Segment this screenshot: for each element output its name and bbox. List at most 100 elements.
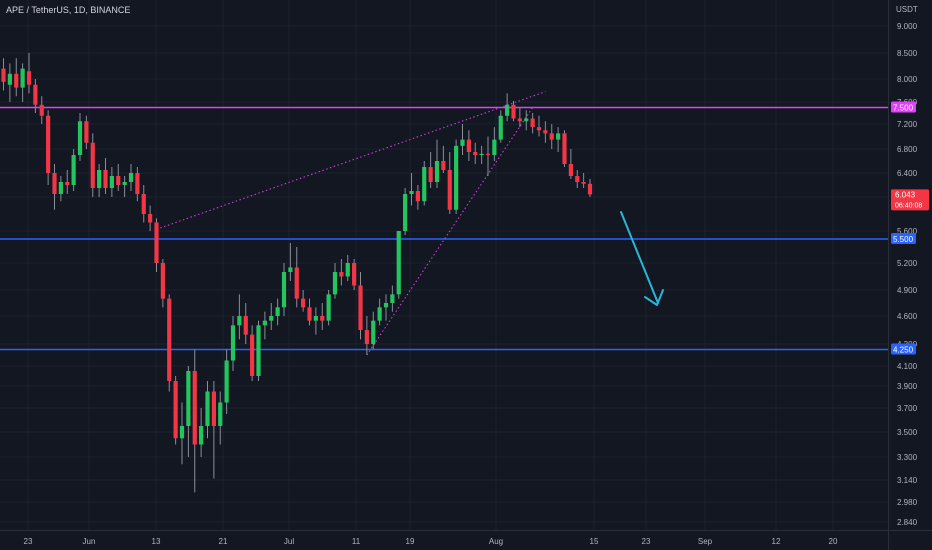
candle — [71, 149, 76, 191]
candle — [97, 164, 102, 197]
candle — [237, 294, 242, 340]
candle-body — [562, 133, 567, 164]
level-price-tag — [891, 343, 916, 355]
arrow-head — [644, 289, 664, 306]
candle-body — [434, 161, 440, 182]
candle — [224, 349, 229, 414]
trend-line — [156, 91, 546, 230]
candle — [320, 303, 325, 330]
candle-body — [492, 139, 497, 155]
candle-body — [1, 68, 6, 82]
candle-body — [485, 153, 491, 155]
candle — [364, 316, 369, 355]
candle — [313, 307, 318, 335]
candle-body — [14, 73, 19, 88]
candle-body — [71, 155, 76, 185]
candle-body — [409, 191, 414, 194]
level-price-tag — [891, 233, 916, 244]
candle-body — [90, 142, 95, 188]
candle-body — [281, 272, 287, 308]
candle-body — [479, 153, 484, 155]
symbol-title: APE / TetherUS, 1D, BINANCE — [6, 5, 131, 15]
current-price-value: 6.043 — [895, 190, 916, 199]
candle-body — [256, 325, 261, 376]
candle — [230, 316, 236, 371]
candle-body — [587, 183, 593, 195]
candle-body — [7, 73, 12, 85]
candle-body — [358, 285, 363, 330]
candle — [562, 130, 567, 167]
candle-body — [390, 294, 395, 303]
price-tick-label: 4.100 — [897, 362, 918, 371]
candle-body — [269, 316, 274, 321]
candle — [454, 139, 459, 214]
candle — [543, 121, 548, 143]
candle — [352, 259, 357, 290]
candle-body — [33, 84, 38, 105]
candle — [345, 255, 350, 281]
candle-body — [403, 194, 408, 231]
candle-body — [122, 182, 127, 185]
candle — [154, 218, 159, 272]
time-tick-label: Jun — [83, 537, 96, 546]
candle-body — [237, 316, 242, 326]
time-axis[interactable]: 23 Jun 13 21 Jul 11 19 Aug 15 23 Sep 12 20 — [24, 537, 838, 546]
candle-body — [383, 303, 389, 308]
candle — [20, 63, 25, 102]
forecast-arrow-icon — [620, 211, 664, 306]
candle — [479, 145, 484, 164]
candle-body — [65, 182, 70, 185]
candle-body — [103, 170, 108, 188]
candle-body — [511, 104, 516, 119]
candle — [33, 79, 38, 113]
candle — [466, 130, 471, 161]
candle — [211, 381, 216, 479]
price-tick-label: 7.200 — [897, 120, 918, 129]
price-tick-label: 4.900 — [897, 286, 918, 295]
candle-body — [460, 139, 465, 146]
time-tick-label: 11 — [352, 537, 361, 546]
candle-body — [371, 320, 376, 344]
candle-body — [454, 145, 459, 210]
candle — [160, 259, 165, 308]
candle — [14, 58, 19, 97]
candle — [358, 272, 363, 340]
candle — [269, 303, 274, 330]
candle — [173, 376, 178, 445]
candle-body — [473, 152, 478, 155]
candle — [307, 298, 312, 326]
candle-body — [549, 133, 554, 140]
price-tick-label: 3.300 — [897, 453, 918, 462]
time-tick-label: 20 — [829, 537, 838, 546]
candle — [492, 127, 497, 161]
candle-body — [294, 267, 299, 299]
candle-body — [154, 222, 159, 263]
candle — [568, 149, 573, 179]
candle — [301, 290, 306, 312]
candle — [205, 381, 210, 439]
currency-label: USDT — [896, 5, 918, 14]
time-tick-label: 21 — [219, 537, 228, 546]
price-tick-label: 3.700 — [897, 404, 918, 413]
candle — [485, 136, 491, 176]
candle-body — [530, 118, 535, 128]
candle-body — [77, 121, 83, 155]
candle-body — [230, 325, 236, 361]
candle — [122, 176, 127, 197]
candle-body — [345, 263, 350, 277]
candle — [441, 145, 446, 173]
candle — [575, 170, 580, 188]
candle-body — [26, 71, 32, 85]
candle-body — [84, 121, 89, 143]
candle — [218, 391, 223, 445]
level-price-text: 5.500 — [893, 235, 914, 244]
candle-body — [116, 176, 121, 185]
price-tick-label: 6.800 — [897, 145, 918, 154]
price-axis[interactable]: 9.0008.5008.0007.6007.2006.8006.4006.000… — [891, 22, 929, 527]
candle-body — [167, 298, 172, 381]
candle-body — [288, 267, 293, 272]
candle-body — [568, 164, 573, 176]
candle-body — [352, 263, 357, 286]
candle-body — [415, 191, 420, 202]
